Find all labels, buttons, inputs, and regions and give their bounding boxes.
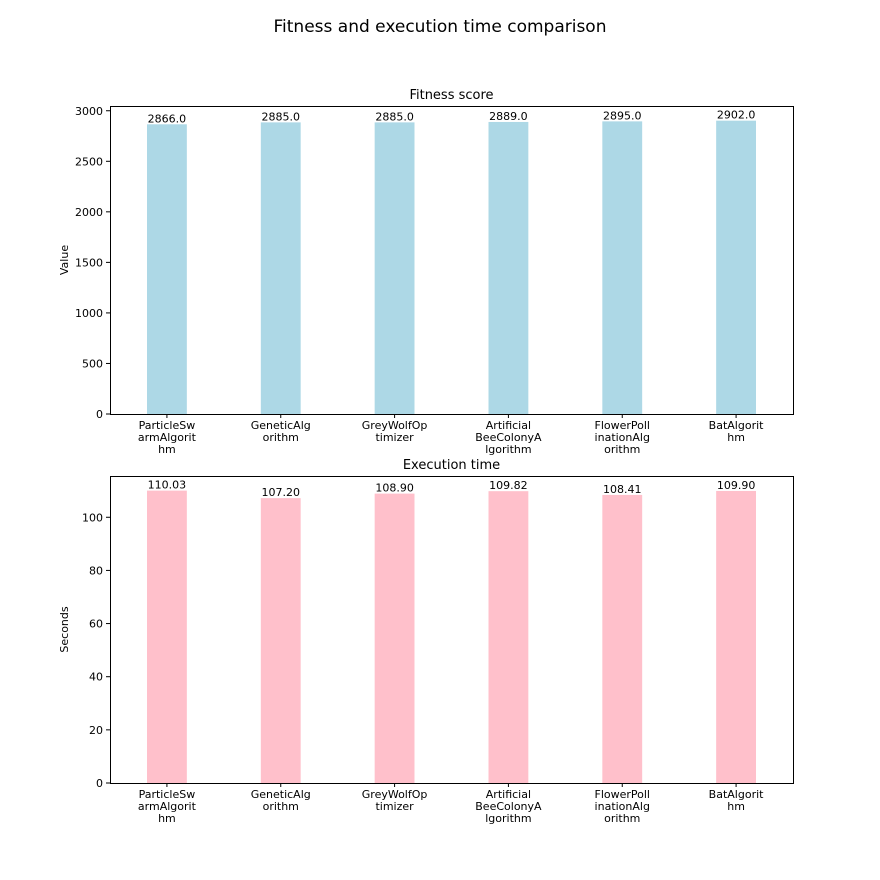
data-label: 2902.0 [717,109,756,122]
y-axis-label: Seconds [58,606,71,652]
y-tick-label: 60 [89,618,103,631]
bar [716,120,757,414]
bar [146,490,187,783]
bar [260,498,301,783]
data-label: 109.90 [717,479,756,492]
y-tick-label: 2500 [75,155,103,168]
execution-time-chart: Execution time 110.03 ParticleSw armAlgorit… [58,458,794,825]
chart-title: Execution time [403,458,500,473]
y-tick-label: 3000 [75,105,103,118]
bar [374,122,415,414]
bar [716,490,757,783]
data-label: 2889.0 [489,110,528,123]
y-tick-label: 20 [89,724,103,737]
x-tick-label: GeneticAlg orithm [251,419,311,444]
y-tick-label: 40 [89,671,103,684]
x-tick-label: BatAlgorit hm [709,419,764,444]
data-label: 107.20 [262,486,301,499]
x-tick-label: Artificial BeeColonyA lgorithm [475,419,542,456]
x-tick-label: ParticleSw armAlgorit hm [138,419,197,456]
fitness-score-chart: Fitness score 2866.0 ParticleSw armAlgorit h… [58,88,794,456]
x-tick-label: BatAlgorit hm [709,788,764,813]
bar [488,491,529,783]
bar [146,124,187,415]
bar [602,121,643,414]
axes-frame [110,106,794,415]
data-label: 2895.0 [603,109,642,122]
y-tick-label: 500 [82,357,103,370]
x-tick-label: GreyWolfOp timizer [362,788,428,813]
bar [602,494,643,783]
x-tick-label: FlowerPoll inationAlg orithm [595,788,650,825]
data-label: 109.82 [489,479,528,492]
x-tick-label: Artificial BeeColonyA lgorithm [475,788,542,825]
data-label: 2866.0 [148,112,187,125]
figure-title: Fitness and execution time comparison [274,17,607,37]
y-tick-label: 100 [82,511,103,524]
bar [374,493,415,783]
data-label: 108.90 [375,482,414,495]
x-tick-label: ParticleSw armAlgorit hm [138,788,197,825]
chart-title: Fitness score [409,88,493,103]
data-label: 2885.0 [262,110,301,123]
y-tick-label: 1000 [75,307,103,320]
data-label: 110.03 [148,479,187,492]
data-label: 108.41 [603,483,642,496]
x-tick-label: FlowerPoll inationAlg orithm [595,419,650,456]
x-tick-label: GeneticAlg orithm [251,788,311,813]
y-tick-label: 80 [89,564,103,577]
y-axis-label: Value [58,245,71,275]
y-tick-label: 0 [96,777,103,790]
bar [488,121,529,414]
x-tick-label: GreyWolfOp timizer [362,419,428,444]
data-label: 2885.0 [375,110,414,123]
y-tick-label: 0 [96,408,103,421]
y-tick-label: 1500 [75,256,103,269]
axes-frame [110,476,794,784]
y-tick-label: 2000 [75,206,103,219]
bar [260,122,301,414]
